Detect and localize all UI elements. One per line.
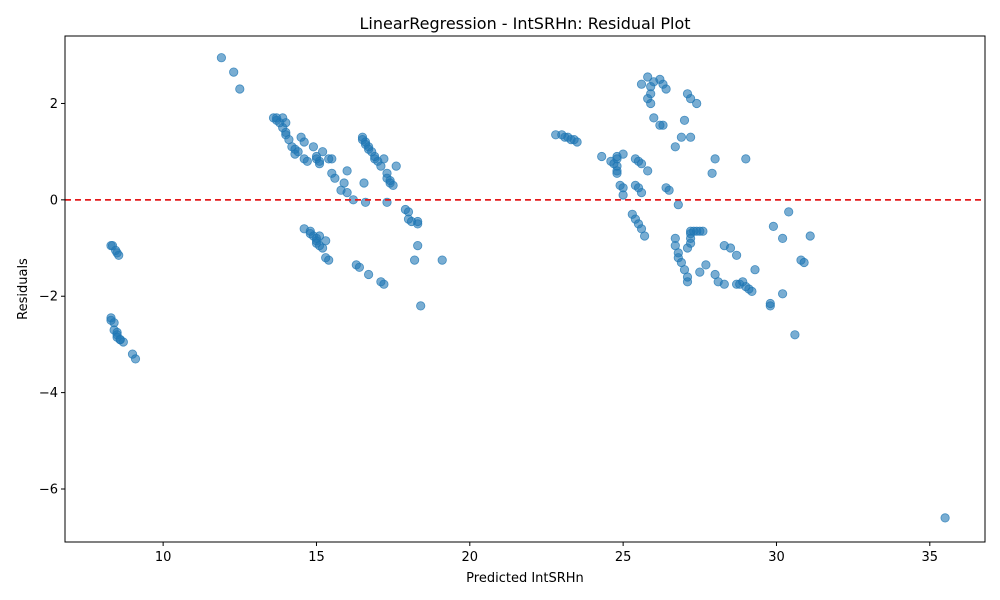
residual-point: [317, 147, 328, 157]
residual-point: [416, 301, 426, 311]
y-axis-label: Residuals: [16, 258, 31, 320]
residual-point: [324, 255, 334, 265]
residual-point: [114, 250, 124, 260]
residual-point: [685, 94, 696, 104]
residual-point: [314, 156, 325, 166]
residual-point: [673, 200, 683, 210]
residual-point: [664, 185, 674, 195]
residual-point: [701, 260, 711, 270]
residual-point: [597, 151, 607, 162]
residual-point: [639, 231, 650, 241]
residual-point: [682, 243, 693, 253]
residual-point: [747, 286, 757, 296]
residual-point: [636, 188, 647, 198]
y-axis-ticks: −6 −4 −2 0 2: [39, 97, 65, 497]
x-tick-label: 30: [768, 550, 785, 565]
residual-point: [710, 154, 720, 164]
residual-point: [302, 156, 312, 166]
residual-point: [572, 137, 582, 147]
plot-frame: [64, 35, 986, 543]
x-tick-label: 15: [308, 550, 325, 565]
x-tick-label: 20: [462, 550, 479, 565]
y-tick-label: −4: [39, 386, 58, 401]
residual-point: [670, 142, 680, 152]
residual-point: [799, 257, 809, 268]
residual-point: [784, 207, 794, 217]
residual-point: [235, 84, 245, 94]
residual-point: [661, 84, 671, 94]
residual-point: [765, 301, 775, 311]
residual-point: [698, 226, 708, 236]
residual-point: [741, 154, 751, 164]
residual-point: [649, 113, 659, 123]
residual-point: [413, 241, 423, 251]
residual-point: [409, 255, 420, 265]
residual-point: [330, 173, 340, 183]
residual-point: [618, 190, 628, 200]
residual-point: [363, 269, 374, 280]
residual-point: [327, 154, 337, 164]
residual-point: [725, 243, 736, 253]
x-axis-ticks: 10 15 20 25 30 35: [155, 542, 938, 565]
residual-point: [281, 118, 291, 128]
residual-point: [321, 236, 331, 246]
residual-point: [229, 67, 239, 77]
residual-point: [636, 159, 647, 169]
chart-title: LinearRegression - IntSRHn: Residual Plo…: [359, 14, 690, 33]
residual-point: [719, 279, 729, 289]
residual-point: [707, 168, 717, 178]
residual-point: [314, 231, 325, 241]
residual-point: [612, 154, 622, 164]
residual-point: [679, 115, 690, 125]
residual-point: [308, 142, 318, 152]
x-tick-label: 35: [922, 550, 939, 565]
residual-point: [777, 289, 788, 299]
y-tick-label: 2: [50, 97, 58, 112]
y-tick-label: −2: [39, 290, 58, 305]
scatter-points: [106, 53, 950, 523]
residual-point: [391, 161, 401, 171]
residual-point: [388, 180, 398, 190]
residual-point: [658, 120, 668, 130]
residual-point: [413, 216, 423, 227]
residual-point: [359, 178, 369, 188]
residual-point: [750, 265, 760, 275]
residual-point: [342, 188, 352, 198]
residual-point: [379, 154, 389, 164]
x-tick-label: 10: [155, 550, 172, 565]
residual-point: [342, 166, 352, 176]
residual-point: [354, 262, 364, 272]
residual-point: [685, 132, 696, 142]
residual-point: [643, 166, 653, 176]
residual-point: [731, 250, 742, 260]
y-tick-label: 0: [50, 193, 58, 208]
residual-point: [695, 267, 705, 277]
x-tick-label: 25: [615, 550, 632, 565]
residual-point: [636, 79, 647, 89]
x-axis-label: Predicted IntSRHn: [466, 571, 584, 586]
residual-point: [379, 279, 389, 289]
residual-point: [790, 330, 800, 340]
residual-point: [646, 98, 656, 109]
residual-point: [777, 233, 788, 243]
residual-point: [293, 147, 303, 157]
residual-point: [805, 231, 815, 241]
residual-point: [118, 337, 128, 347]
y-tick-label: −6: [39, 482, 58, 497]
residual-point: [403, 207, 414, 217]
residual-point: [299, 137, 309, 147]
residual-point: [676, 132, 687, 142]
residual-point: [130, 354, 141, 364]
residual-point: [768, 221, 779, 231]
residual-point: [692, 98, 702, 109]
residual-point: [216, 53, 226, 63]
residual-point: [682, 277, 693, 287]
residual-point: [339, 178, 349, 188]
residual-point: [437, 255, 447, 265]
residual-point: [940, 513, 950, 523]
residual-point: [612, 168, 622, 178]
residual-point: [643, 72, 653, 82]
